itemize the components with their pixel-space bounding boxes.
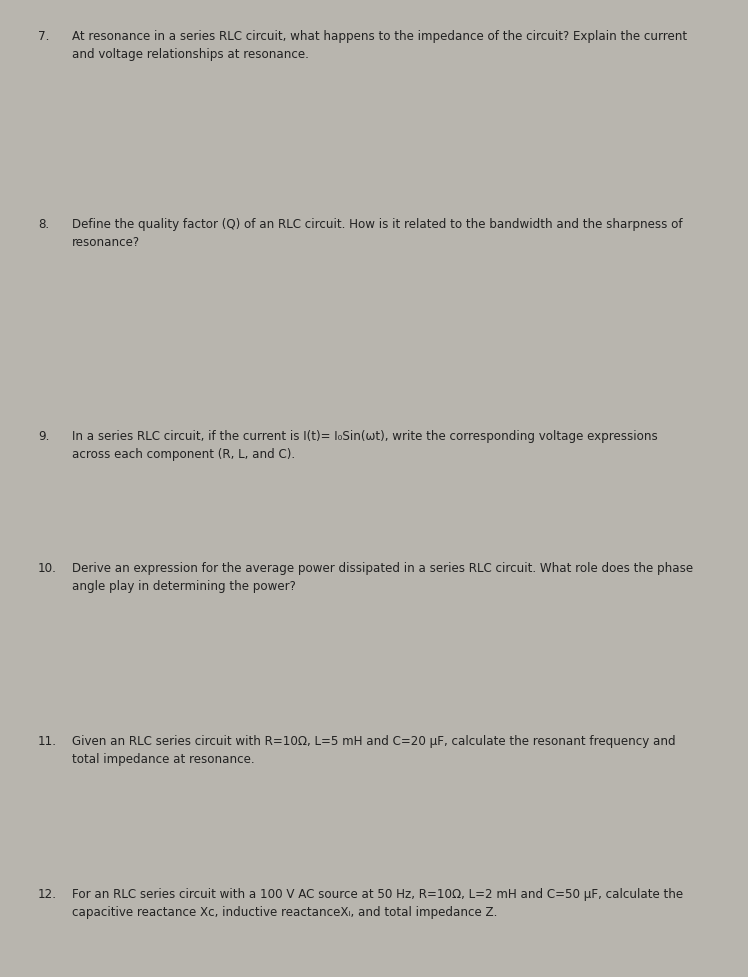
Text: In a series RLC circuit, if the current is I(t)= I₀Sin(ωt), write the correspond: In a series RLC circuit, if the current … (72, 430, 657, 443)
Text: 9.: 9. (38, 430, 49, 443)
Text: 12.: 12. (38, 887, 57, 900)
Text: resonance?: resonance? (72, 235, 140, 249)
Text: Derive an expression for the average power dissipated in a series RLC circuit. W: Derive an expression for the average pow… (72, 562, 693, 574)
Text: and voltage relationships at resonance.: and voltage relationships at resonance. (72, 48, 309, 61)
Text: Define the quality factor (Q) of an RLC circuit. How is it related to the bandwi: Define the quality factor (Q) of an RLC … (72, 218, 683, 231)
Text: Given an RLC series circuit with R=10Ω, L=5 mH and C=20 μF, calculate the resona: Given an RLC series circuit with R=10Ω, … (72, 735, 675, 747)
Text: capacitive reactance Xᴄ, inductive reactanceXₗ, and total impedance Z.: capacitive reactance Xᴄ, inductive react… (72, 905, 497, 918)
Text: 11.: 11. (38, 735, 57, 747)
Text: angle play in determining the power?: angle play in determining the power? (72, 579, 296, 592)
Text: across each component (R, L, and C).: across each component (R, L, and C). (72, 447, 295, 460)
Text: At resonance in a series RLC circuit, what happens to the impedance of the circu: At resonance in a series RLC circuit, wh… (72, 30, 687, 43)
Text: 7.: 7. (38, 30, 49, 43)
Text: 8.: 8. (38, 218, 49, 231)
Text: total impedance at resonance.: total impedance at resonance. (72, 752, 254, 765)
Text: For an RLC series circuit with a 100 V AC source at 50 Hz, R=10Ω, L=2 mH and C=5: For an RLC series circuit with a 100 V A… (72, 887, 683, 900)
Text: 10.: 10. (38, 562, 57, 574)
